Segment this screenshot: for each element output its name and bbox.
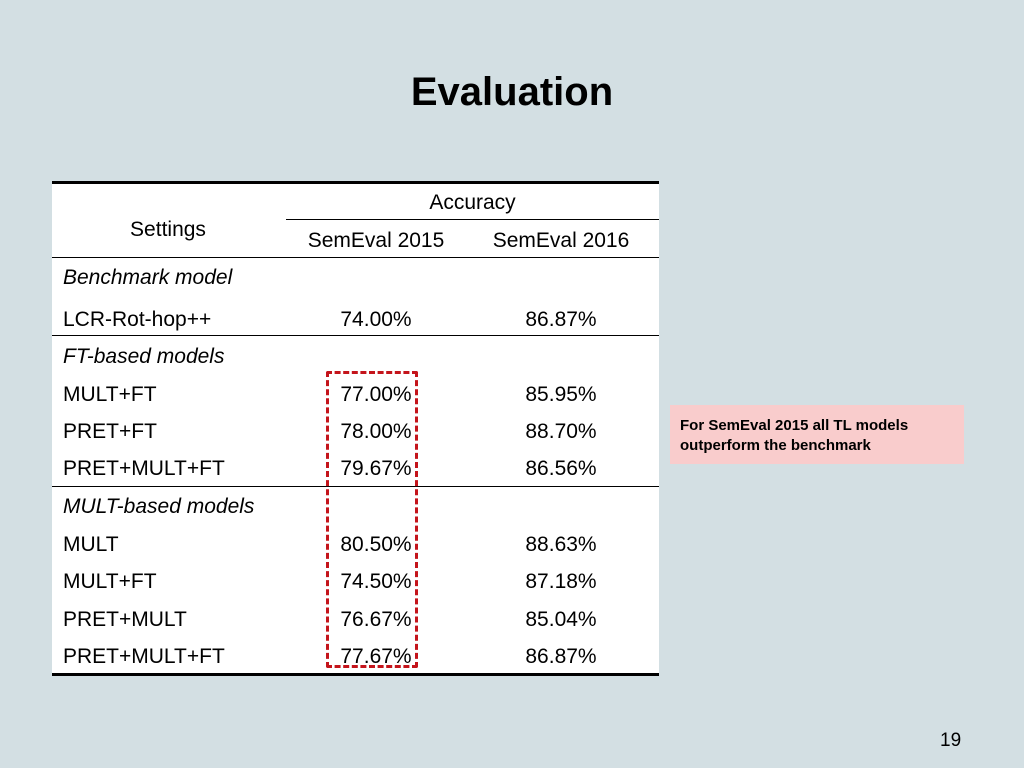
group-divider bbox=[52, 486, 659, 487]
tl-models-highlight-box bbox=[326, 371, 418, 668]
row-name: LCR-Rot-hop++ bbox=[63, 308, 212, 331]
results-table: Settings Accuracy SemEval 2015 SemEval 2… bbox=[52, 181, 659, 676]
row-value-2015: 74.00% bbox=[340, 308, 412, 331]
group-label: MULT-based models bbox=[63, 495, 255, 518]
row-value-2015: 77.00% bbox=[340, 383, 412, 406]
row-value-2016: 85.95% bbox=[525, 383, 597, 406]
row-value-2015: 76.67% bbox=[340, 608, 412, 631]
header-settings: Settings bbox=[130, 218, 206, 241]
row-name: PRET+MULT bbox=[63, 608, 187, 631]
header-bottom-rule bbox=[52, 257, 659, 258]
row-name: PRET+MULT+FT bbox=[63, 457, 225, 480]
header-accuracy: Accuracy bbox=[429, 191, 516, 214]
header-semeval-2016: SemEval 2016 bbox=[492, 229, 630, 252]
row-name: MULT+FT bbox=[63, 570, 157, 593]
group-divider bbox=[52, 335, 659, 336]
row-value-2015: 80.50% bbox=[340, 533, 412, 556]
row-value-2016: 86.87% bbox=[525, 308, 597, 331]
row-value-2015: 78.00% bbox=[340, 420, 412, 443]
row-value-2015: 74.50% bbox=[340, 570, 412, 593]
row-name: PRET+MULT+FT bbox=[63, 645, 225, 668]
row-name: MULT bbox=[63, 533, 119, 556]
slide-title: Evaluation bbox=[410, 70, 614, 114]
row-value-2016: 87.18% bbox=[525, 570, 597, 593]
table-top-rule bbox=[52, 181, 659, 184]
header-semeval-2015: SemEval 2015 bbox=[307, 229, 445, 252]
row-value-2016: 88.70% bbox=[525, 420, 597, 443]
callout-note: For SemEval 2015 all TL models outperfor… bbox=[670, 405, 964, 464]
row-value-2016: 86.87% bbox=[525, 645, 597, 668]
row-value-2016: 88.63% bbox=[525, 533, 597, 556]
group-label: Benchmark model bbox=[63, 266, 233, 289]
row-value-2016: 86.56% bbox=[525, 457, 597, 480]
row-name: MULT+FT bbox=[63, 383, 157, 406]
row-value-2016: 85.04% bbox=[525, 608, 597, 631]
table-bottom-rule bbox=[52, 673, 659, 676]
accuracy-underline bbox=[286, 219, 659, 220]
row-value-2015: 77.67% bbox=[340, 645, 412, 668]
page-number: 19 bbox=[940, 730, 962, 751]
row-name: PRET+FT bbox=[63, 420, 157, 443]
row-value-2015: 79.67% bbox=[340, 457, 412, 480]
group-label: FT-based models bbox=[63, 345, 225, 368]
